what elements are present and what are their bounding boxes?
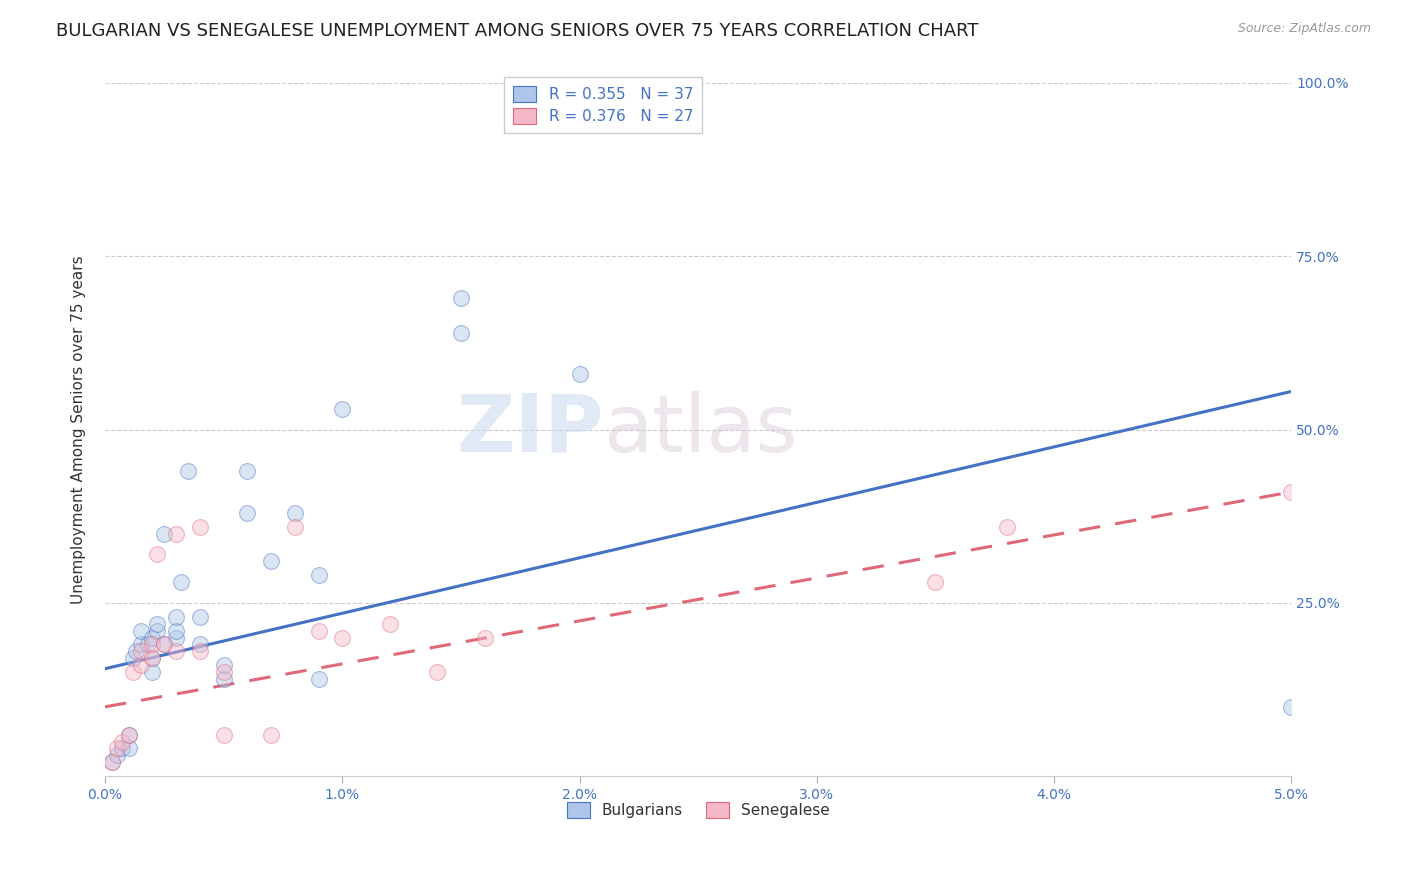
Point xyxy=(153,637,176,651)
Point xyxy=(141,651,163,665)
Text: BULGARIAN VS SENEGALESE UNEMPLOYMENT AMONG SENIORS OVER 75 YEARS CORRELATION CHA: BULGARIAN VS SENEGALESE UNEMPLOYMENT AMO… xyxy=(56,22,979,40)
Point xyxy=(110,741,132,756)
Point xyxy=(330,631,353,645)
Point xyxy=(188,637,211,651)
Point xyxy=(153,637,176,651)
Point xyxy=(118,741,141,756)
Point xyxy=(165,644,187,658)
Point xyxy=(146,616,169,631)
Point xyxy=(212,665,235,680)
Point xyxy=(165,609,187,624)
Point xyxy=(125,644,148,658)
Point xyxy=(426,665,449,680)
Point xyxy=(450,326,472,340)
Point xyxy=(568,367,591,381)
Point xyxy=(924,575,946,590)
Point xyxy=(474,631,496,645)
Point xyxy=(105,741,128,756)
Point xyxy=(136,637,159,651)
Point xyxy=(188,519,211,533)
Point xyxy=(236,464,259,478)
Point xyxy=(101,756,124,770)
Point xyxy=(118,728,141,742)
Point xyxy=(141,637,163,651)
Point xyxy=(146,547,169,561)
Point xyxy=(105,748,128,763)
Point xyxy=(122,665,145,680)
Point xyxy=(308,672,330,686)
Point xyxy=(141,631,163,645)
Point xyxy=(188,609,211,624)
Point xyxy=(212,658,235,673)
Point xyxy=(284,519,307,533)
Point xyxy=(260,728,283,742)
Point xyxy=(141,651,163,665)
Point xyxy=(141,665,163,680)
Point xyxy=(212,672,235,686)
Point xyxy=(165,526,187,541)
Point xyxy=(308,568,330,582)
Point xyxy=(153,526,176,541)
Point xyxy=(450,291,472,305)
Point xyxy=(110,734,132,748)
Point xyxy=(129,624,152,638)
Point xyxy=(308,624,330,638)
Point xyxy=(177,464,200,478)
Text: Source: ZipAtlas.com: Source: ZipAtlas.com xyxy=(1237,22,1371,36)
Point xyxy=(129,637,152,651)
Point xyxy=(284,506,307,520)
Point xyxy=(260,554,283,568)
Point xyxy=(146,624,169,638)
Point xyxy=(1279,485,1302,500)
Legend: Bulgarians, Senegalese: Bulgarians, Senegalese xyxy=(561,796,835,824)
Point xyxy=(165,631,187,645)
Y-axis label: Unemployment Among Seniors over 75 years: Unemployment Among Seniors over 75 years xyxy=(72,255,86,604)
Point xyxy=(122,651,145,665)
Point xyxy=(378,616,401,631)
Point xyxy=(101,756,124,770)
Point xyxy=(330,401,353,416)
Point xyxy=(188,644,211,658)
Point xyxy=(995,519,1018,533)
Point xyxy=(170,575,193,590)
Point xyxy=(165,624,187,638)
Point xyxy=(129,658,152,673)
Point xyxy=(212,728,235,742)
Point xyxy=(1279,699,1302,714)
Text: ZIP: ZIP xyxy=(456,391,603,468)
Point xyxy=(236,506,259,520)
Point xyxy=(129,644,152,658)
Text: atlas: atlas xyxy=(603,391,797,468)
Point xyxy=(118,728,141,742)
